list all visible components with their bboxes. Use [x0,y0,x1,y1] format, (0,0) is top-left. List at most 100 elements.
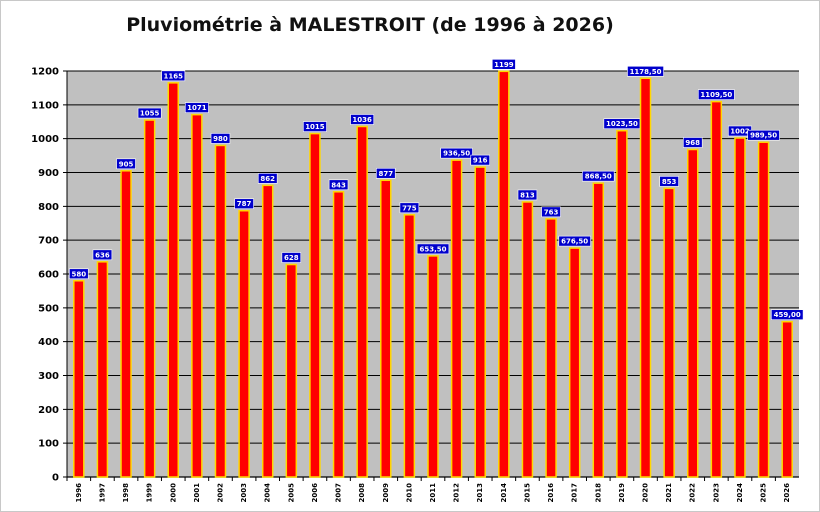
data-label-2004: 862 [257,173,278,184]
x-tick-label-1997: 1997 [98,483,106,503]
x-tick-label-2009: 2009 [382,483,390,503]
data-label-box [682,137,703,148]
data-label-box [161,70,186,82]
data-label-box [582,170,615,182]
data-label-box [184,102,209,113]
data-label-box [234,198,254,210]
data-label-box [659,176,679,187]
data-label-text: 1165 [164,72,184,80]
data-label-text: 1071 [187,104,207,112]
y-tick-label: 1100 [31,100,59,111]
data-label-box [328,179,349,191]
data-label-text: 853 [662,178,677,186]
x-tick-label-1999: 1999 [146,483,154,503]
data-label-box [350,114,375,125]
y-tick-label: 100 [38,439,59,450]
data-label-box [491,59,516,70]
bar-2025 [757,141,770,478]
x-tick-label-2005: 2005 [287,483,295,503]
x-tick-label-2022: 2022 [689,483,697,503]
data-label-2017: 676,50 [558,235,591,247]
data-label-box [517,189,538,201]
bar-2022 [686,148,699,478]
data-label-2008: 1036 [350,114,375,125]
data-label-box [470,154,490,166]
data-label-2009: 877 [376,167,396,179]
y-tick-label: 300 [38,371,59,382]
bar-2006 [309,132,321,478]
data-label-2016: 763 [541,206,561,218]
data-label-2020: 1178,50 [627,65,664,77]
x-tick-label-2001: 2001 [193,483,201,503]
y-tick-label: 800 [38,202,59,213]
data-label-2001: 1071 [184,102,209,113]
y-tick-label: 700 [38,236,59,247]
data-label-2006: 1015 [303,121,327,132]
data-label-text: 868,50 [585,173,612,181]
x-tick-label-2017: 2017 [571,483,579,503]
data-label-text: 936,50 [443,150,470,158]
data-label-2014: 1199 [491,59,516,70]
data-label-text: 905 [119,160,134,168]
data-label-box [770,309,804,321]
data-label-box [747,129,780,141]
data-label-text: 636 [95,251,110,259]
data-label-box [698,89,735,100]
bar-1998 [120,170,132,478]
data-label-text: 1036 [352,116,372,124]
data-label-2013: 916 [470,154,490,166]
data-label-box [440,147,473,159]
bar-2010 [403,214,416,478]
bar-2009 [380,179,392,478]
bar-2019 [616,129,628,478]
data-label-text: 1055 [140,110,160,118]
data-label-text: 813 [520,191,535,199]
data-label-2022: 968 [682,137,703,148]
bar-2017 [568,247,581,478]
data-label-2018: 868,50 [582,170,615,182]
bar-2018 [592,182,605,478]
y-tick-label: 900 [38,168,59,179]
bar-2014 [498,70,510,478]
data-label-text: 980 [213,135,228,143]
data-label-text: 1015 [305,123,325,131]
bar-2000 [167,82,180,478]
x-tick-label-2002: 2002 [216,483,224,503]
data-label-text: 653,50 [419,245,446,253]
bar-2015 [521,201,534,478]
data-label-2012: 936,50 [440,147,473,159]
data-label-box [416,243,450,255]
data-label-box [92,249,113,261]
data-label-text: 877 [378,170,393,178]
data-label-box [137,107,162,119]
data-label-text: 763 [544,208,559,216]
x-tick-label-2024: 2024 [736,483,744,503]
bar-2007 [332,191,345,478]
bar-2021 [663,187,675,478]
y-tick-label: 1200 [31,67,59,78]
data-label-2002: 980 [210,133,231,144]
data-label-text: 1109,50 [700,91,732,99]
data-label-text: 787 [237,200,252,208]
bar-2004 [261,184,274,478]
x-tick-label-2007: 2007 [335,483,343,503]
data-label-1998: 905 [116,158,136,170]
x-tick-label-2004: 2004 [264,483,272,503]
y-tick-label: 0 [52,473,59,484]
data-label-2011: 653,50 [416,243,450,255]
data-label-text: 775 [402,204,417,212]
bar-1999 [143,119,156,478]
data-label-box [116,158,136,170]
x-tick-label-2006: 2006 [311,483,319,503]
data-label-box [303,121,327,132]
data-label-2026: 459,00 [770,309,804,321]
bar-2003 [238,209,250,478]
data-label-box [281,252,302,263]
x-tick-label-2008: 2008 [358,483,366,503]
bar-2001 [191,113,203,478]
data-label-2007: 843 [328,179,349,191]
data-label-box [541,206,561,218]
data-label-text: 989,50 [750,132,777,140]
bar-2020 [639,77,652,478]
